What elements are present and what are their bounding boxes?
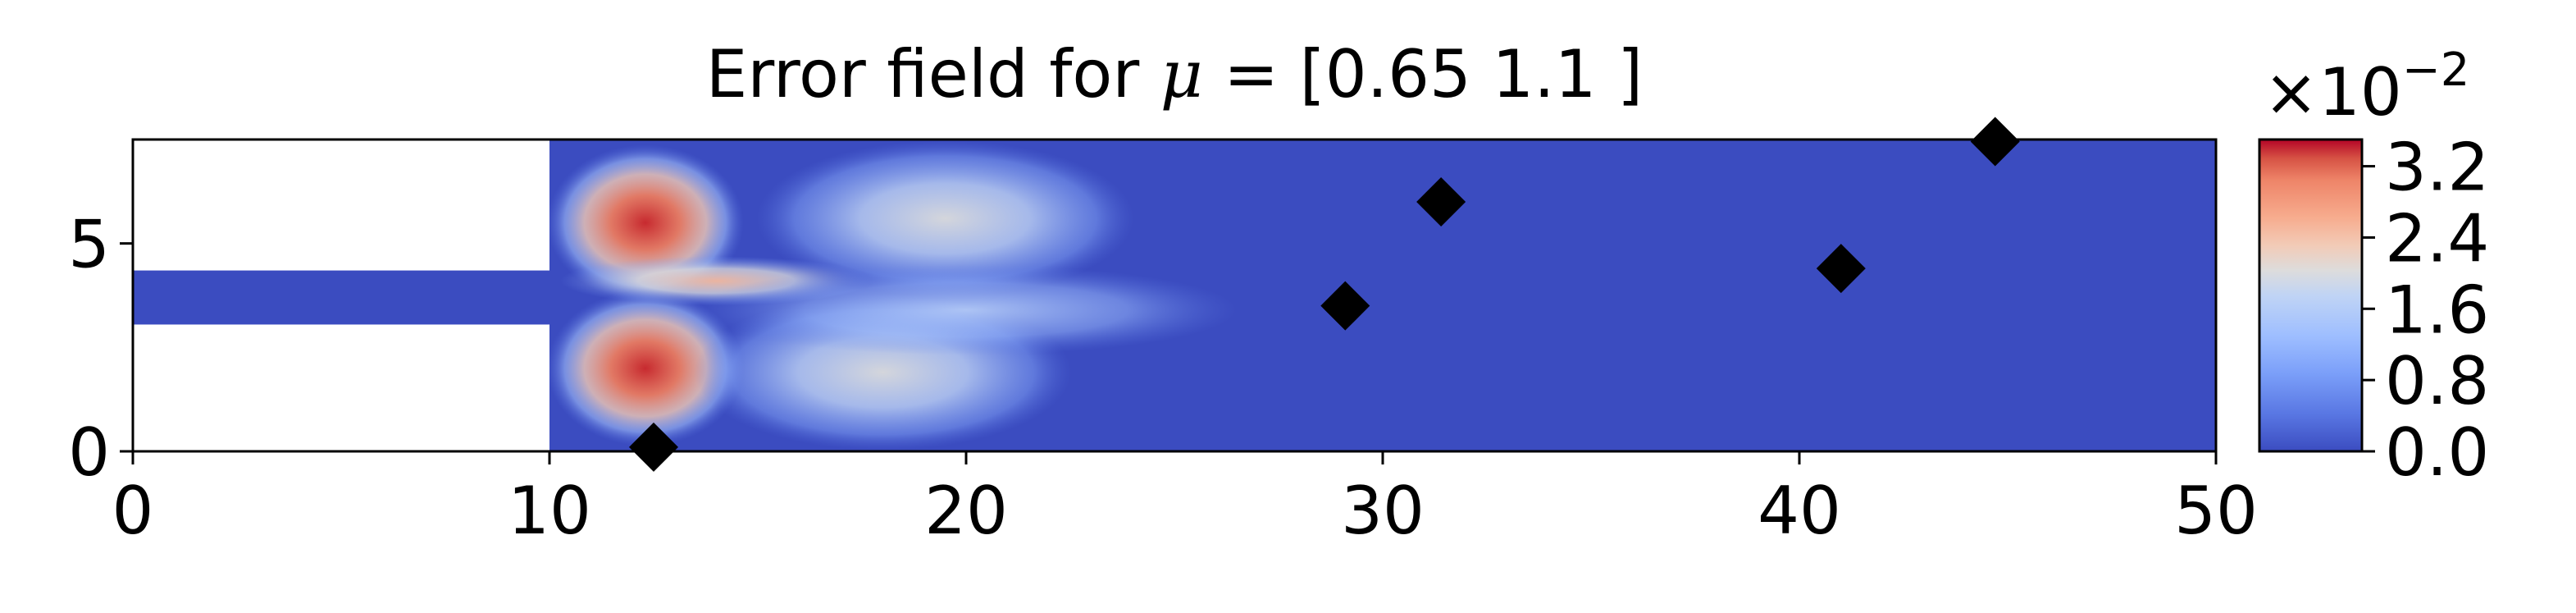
sensor-point-2	[1416, 177, 1466, 226]
colorbar-tick-label-4: 3.2	[2385, 130, 2489, 206]
x-tick-label-3: 30	[1341, 473, 1425, 549]
blank-layer	[133, 140, 549, 451]
hotspot-2	[756, 140, 1134, 297]
x-tick-label-5: 50	[2174, 473, 2258, 549]
x-tick-label-1: 10	[508, 473, 591, 549]
colorbar-tick-label-1: 0.8	[2385, 343, 2489, 419]
colorbar	[2258, 138, 2364, 453]
blank-region-0	[133, 140, 549, 271]
colorbar-tick-label-3: 2.4	[2385, 200, 2489, 277]
x-tick-label-2: 20	[924, 473, 1008, 549]
x-axis: 0 10 20 30 40 50	[112, 451, 2258, 549]
sensor-point-1	[1320, 281, 1370, 331]
x-tick-label-4: 40	[1758, 473, 1841, 549]
colorbar-exponent-base: ×10	[2264, 54, 2402, 130]
x-tick-label-0: 0	[112, 473, 154, 549]
colorbar-exponent: ×10−2	[2264, 43, 2469, 130]
hotspot-1	[546, 290, 744, 446]
title-suffix: = [0.65 1.1 ]	[1203, 36, 1644, 112]
title-mu: μ	[1160, 36, 1203, 112]
colorbar-tick-label-2: 1.6	[2385, 272, 2489, 348]
plot-frame	[131, 138, 2218, 453]
y-tick-label-1: 5	[68, 207, 110, 283]
sensor-layer	[629, 117, 2020, 472]
title-prefix: Error field for	[706, 36, 1160, 112]
chart-title: Error field for μ = [0.65 1.1 ]	[706, 36, 1643, 112]
y-tick-label-0: 0	[68, 414, 110, 491]
blank-region-1	[133, 324, 549, 451]
y-axis: 05	[68, 207, 133, 491]
sensor-point-0	[629, 422, 678, 472]
plot-area	[133, 140, 2216, 451]
colorbar-tick-label-0: 0.0	[2385, 414, 2489, 491]
colorbar-ticks: 0.00.81.62.43.2	[2362, 130, 2489, 491]
hotspot-5	[695, 264, 1237, 355]
sensor-point-3	[1816, 244, 1866, 294]
sensor-point-4	[1970, 117, 2020, 167]
colorbar-exponent-power: −2	[2402, 43, 2470, 97]
hotspot-layer	[546, 140, 1237, 451]
